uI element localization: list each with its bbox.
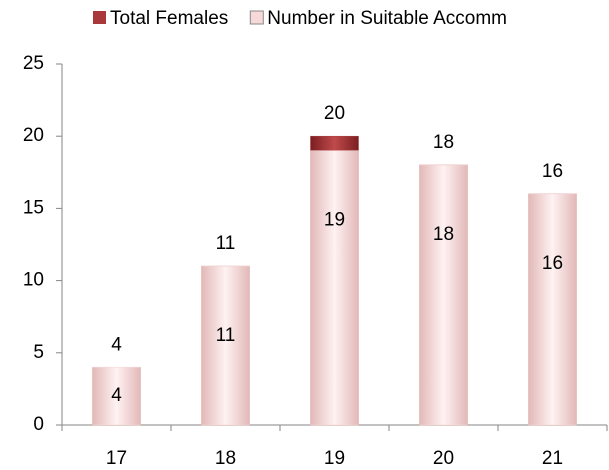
bar — [528, 193, 577, 426]
y-tick-label: 25 — [23, 53, 44, 74]
data-label: 11 — [216, 325, 236, 346]
legend-label: Number in Suitable Accomm — [267, 8, 507, 29]
data-label: 16 — [542, 253, 563, 274]
data-label: 16 — [542, 161, 563, 182]
x-tick-label: 19 — [324, 448, 345, 469]
data-label: 4 — [111, 334, 122, 355]
legend-swatch — [93, 11, 106, 24]
bar — [419, 164, 468, 426]
legend-label: Total Females — [110, 8, 228, 29]
x-tick-label: 21 — [542, 448, 563, 469]
x-tick-label: 17 — [106, 448, 127, 469]
data-label: 18 — [433, 224, 454, 245]
y-tick-label: 20 — [23, 125, 44, 146]
legend-swatch — [249, 10, 264, 25]
y-tick-label: 10 — [23, 270, 44, 291]
data-label: 19 — [324, 210, 345, 231]
x-tick-label: 20 — [433, 448, 454, 469]
data-label: 11 — [216, 233, 236, 254]
data-label: 20 — [324, 103, 345, 124]
y-tick-label: 5 — [33, 342, 44, 363]
y-tick-label: 15 — [23, 197, 44, 218]
data-label: 4 — [111, 385, 122, 406]
bar — [201, 265, 250, 426]
y-tick-label: 0 — [33, 414, 44, 435]
bar — [310, 150, 359, 426]
x-tick-label: 18 — [215, 448, 236, 469]
data-label: 18 — [433, 132, 454, 153]
bar — [92, 366, 141, 426]
